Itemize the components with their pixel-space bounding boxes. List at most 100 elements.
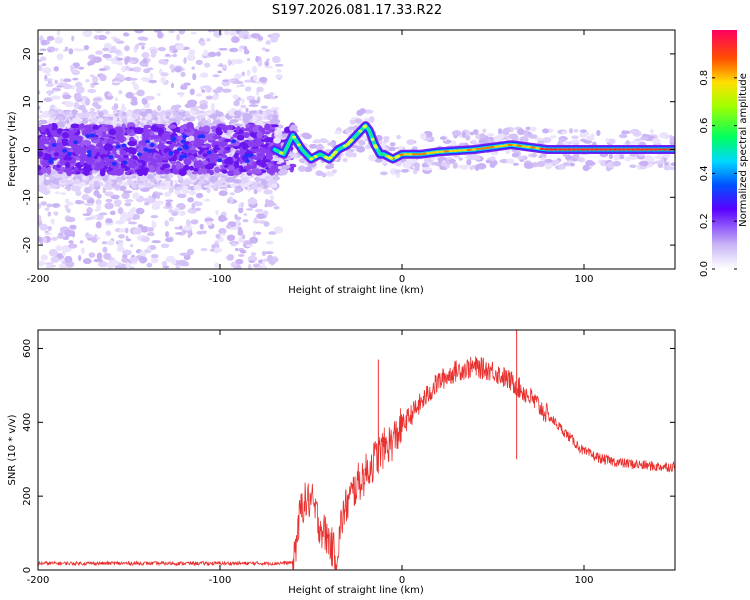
spectrum-blob	[319, 138, 326, 142]
y-tick-label: 600	[22, 339, 33, 358]
spectrum-blob	[233, 58, 244, 65]
spectrum-blob	[72, 114, 76, 119]
spectrum-blob	[379, 171, 388, 176]
spectrum-blob	[91, 164, 96, 169]
spectrum-blob	[215, 127, 222, 135]
spectrum-blob	[125, 65, 130, 71]
spectrum-blob	[263, 221, 270, 227]
spectrum-blob	[203, 199, 211, 202]
spectrum-blob	[267, 116, 272, 121]
y-tick-label: 0	[22, 567, 33, 573]
spectrum-blob	[47, 211, 52, 217]
spectrum-blob	[38, 165, 42, 171]
spectrum-blob	[97, 34, 107, 41]
spectrum-blob	[38, 260, 45, 267]
spectrum-blob	[629, 153, 639, 157]
ridge-hotspot	[507, 143, 513, 147]
spectrum-blob	[579, 129, 587, 133]
spectrum-blob	[238, 253, 245, 257]
spectrum-blob	[569, 162, 575, 167]
spectrum-blob	[191, 66, 195, 70]
spectrum-blob	[543, 158, 553, 163]
spectrum-blob	[203, 230, 207, 235]
spectrum-blob	[165, 255, 175, 263]
spectrum-blob	[207, 123, 216, 127]
spectrum-blob	[577, 157, 586, 163]
x-tick-label: 0	[399, 575, 405, 586]
spectrum-blob	[187, 154, 195, 161]
spectrum-blob	[57, 82, 68, 86]
spectrum-blob	[85, 234, 94, 239]
spectrum-blob	[144, 108, 153, 114]
spectrum-blob	[54, 36, 64, 44]
spectrum-blob	[51, 236, 58, 241]
spectrum-blob	[177, 259, 188, 267]
ridge-hotspot	[544, 148, 550, 151]
spectrum-blob	[170, 179, 174, 187]
spectrum-blob	[121, 257, 129, 263]
ridge-hotspot	[612, 148, 618, 151]
spectrum-blob	[192, 73, 197, 81]
spectrum-blob	[140, 226, 149, 233]
spectrum-blob	[143, 201, 150, 206]
spectrum-blob	[139, 250, 147, 257]
spectrum-blob	[40, 124, 46, 133]
spectrum-blob	[113, 184, 121, 190]
spectrum-blob	[233, 110, 242, 116]
spectrogram-xlabel: Height of straight line (km)	[288, 285, 424, 296]
spectrum-blob	[313, 139, 321, 143]
spectrum-blob	[133, 127, 144, 135]
spectrum-blob	[215, 180, 223, 185]
spectrum-blob	[187, 197, 194, 203]
spectrum-blob	[121, 123, 126, 129]
spectrum-blob	[266, 254, 274, 263]
spectrum-blob	[44, 232, 52, 236]
spectrum-blob	[48, 49, 52, 53]
spectrum-blob	[218, 214, 227, 223]
ridge-hotspot	[370, 137, 375, 141]
spectrum-blob	[50, 95, 61, 100]
spectrum-blob	[490, 156, 496, 162]
spectrum-blob	[79, 123, 85, 130]
spectrum-blob	[201, 89, 206, 93]
spectrum-blob	[200, 145, 208, 149]
spectrum-blob	[188, 102, 197, 108]
spectrum-blob	[103, 252, 112, 260]
spectrum-blob	[137, 152, 143, 157]
spectrum-blob	[195, 59, 203, 66]
spectrum-blob	[285, 160, 291, 167]
spectrum-blob	[497, 128, 503, 134]
spectrum-blob	[90, 133, 96, 138]
spectrum-blob	[242, 113, 253, 121]
spectrum-blob	[151, 220, 156, 227]
spectrum-blob	[46, 166, 52, 175]
spectrum-blob	[225, 224, 231, 229]
spectrum-blob	[226, 198, 231, 204]
spectrum-blob	[243, 212, 248, 217]
spectrum-blob	[105, 198, 113, 203]
spectrum-blob	[45, 83, 55, 87]
spectrum-blob	[485, 159, 492, 164]
spectrum-blob	[122, 249, 132, 256]
spectrum-blob	[41, 63, 47, 67]
spectrum-blob	[239, 249, 247, 254]
spectrum-blob	[143, 147, 149, 152]
spectrum-blob	[104, 161, 111, 167]
spectrum-blob	[256, 131, 263, 139]
spectrum-blob	[195, 207, 202, 212]
spectrum-blob	[234, 188, 242, 194]
spectrum-blob	[95, 199, 102, 206]
spectrum-blob	[149, 142, 155, 147]
spectrum-blob	[250, 33, 261, 39]
spectrum-blob	[127, 217, 132, 222]
spectrum-blob	[122, 254, 128, 259]
spectrum-blob	[81, 247, 85, 255]
spectrum-blob	[156, 92, 161, 97]
spectrum-blob	[214, 173, 225, 177]
spectrum-blob	[189, 165, 195, 171]
spectrum-blob	[94, 30, 104, 34]
spectrum-blob	[585, 135, 595, 141]
spectrum-blob	[92, 56, 102, 63]
spectrum-blob	[206, 220, 213, 226]
spectrum-blob	[239, 159, 244, 164]
